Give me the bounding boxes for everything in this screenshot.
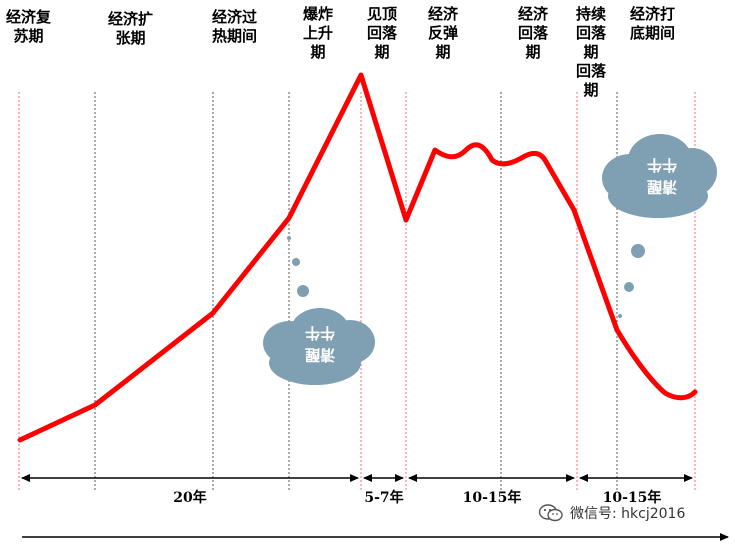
phase-dividers: [18, 92, 696, 490]
thought-bubble-dot: [631, 244, 645, 258]
cloud-shape: [608, 174, 708, 218]
phase-label-sustained: 持续 回落 期 回落 期: [576, 5, 607, 99]
thought-bubble-dot: [297, 285, 309, 297]
thought-cloud-right: 牛牛 清醒: [602, 134, 717, 318]
phase-label-rebound: 经济 反弹 期: [428, 5, 459, 61]
phase-label-overheat: 经济过 热期间: [212, 8, 258, 45]
watermark-text: 微信号: hkcj2016: [570, 506, 686, 522]
phase-label-recovery: 经济复 苏期: [6, 8, 52, 45]
span-label-10-15-b: 10-15年: [603, 489, 662, 506]
thought-bubble-dot: [618, 314, 622, 318]
cloud-text-line: 牛牛: [305, 324, 335, 342]
thought-cloud-left: 牛牛 清醒: [263, 236, 375, 385]
span-label-5-7: 5-7年: [364, 489, 403, 506]
phase-label-expansion: 经济扩 张期: [108, 10, 154, 47]
span-label-20: 20年: [173, 489, 206, 506]
phase-label-decline: 经济 回落 期: [518, 5, 549, 61]
cloud-text-line: 清醒: [647, 178, 677, 196]
cloud-text-line: 牛牛: [647, 156, 677, 174]
phase-label-bottoming: 经济打 底期间: [630, 5, 676, 42]
cloud-shape: [269, 341, 361, 385]
phase-label-boom: 爆炸 上升 期: [303, 5, 334, 61]
thought-bubble-dot: [287, 236, 291, 240]
thought-bubble-dot: [624, 282, 634, 292]
wechat-icon: [538, 504, 563, 522]
cloud-text-line: 清醒: [305, 346, 335, 364]
wechat-watermark: 微信号: hkcj2016: [538, 503, 685, 523]
span-label-10-15-a: 10-15年: [463, 489, 522, 506]
thought-bubble-dot: [292, 258, 300, 266]
cycle-curve: [17, 72, 698, 443]
phase-label-peak: 见顶 回落 期: [367, 5, 398, 61]
